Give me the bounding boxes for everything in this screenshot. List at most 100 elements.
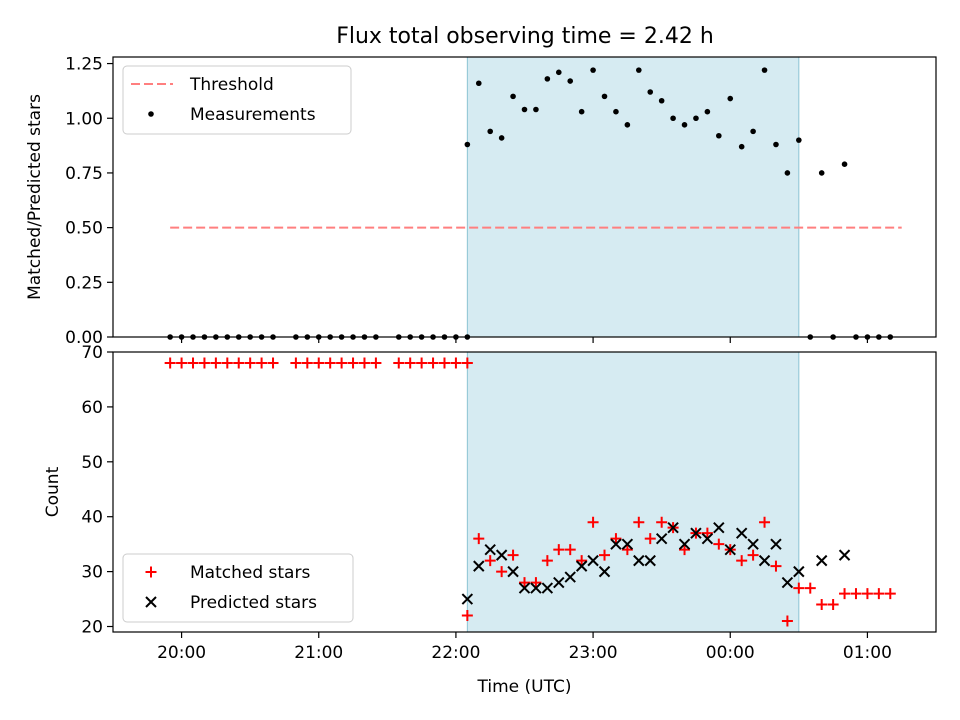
predicted-star-point: [735, 527, 748, 539]
matched-star-point: [747, 549, 759, 561]
measurement-point: [784, 170, 791, 176]
matched-star-point: [210, 357, 222, 369]
matched-star-point: [393, 357, 405, 369]
measurement-point: [796, 137, 802, 143]
x-tick-label: 20:00: [157, 643, 206, 663]
matched-star-point: [324, 357, 336, 369]
y-tick-label: 70: [81, 343, 103, 363]
y-tick-label: 20: [81, 618, 103, 638]
predicted-star-point: [518, 582, 531, 594]
predicted-star-point: [690, 527, 702, 539]
x-tick-label: 23:00: [569, 643, 618, 663]
predicted-star-point: [621, 538, 634, 550]
measurement-point: [578, 108, 585, 115]
y-axis-label: Count: [43, 466, 63, 517]
matched-star-point: [164, 357, 176, 369]
predicted-star-point: [758, 554, 771, 567]
matched-star-point: [701, 527, 713, 539]
measurement-point: [647, 89, 654, 95]
measurement-point: [704, 108, 711, 115]
y-tick-label: 1.00: [65, 109, 103, 129]
measurement-point: [750, 128, 756, 135]
legend-box: [122, 65, 352, 135]
x-tick-label: 00:00: [706, 643, 755, 663]
matched-star-point: [427, 357, 439, 369]
observing-span: [466, 351, 800, 633]
predicted-star-point: [655, 532, 668, 545]
measurement-point: [498, 135, 505, 141]
predicted-star-point: [461, 593, 474, 605]
matched-star-point: [336, 357, 348, 369]
x-tick-label: 22:00: [431, 643, 480, 663]
y-tick-label: 0.00: [65, 328, 103, 348]
predicted-star-point: [484, 543, 496, 556]
legend-label: Threshold: [189, 75, 274, 95]
predicted-star-point: [781, 576, 794, 589]
matched-star-point: [827, 599, 839, 611]
measurement-point: [613, 108, 619, 115]
legend-box: [122, 553, 354, 623]
matched-star-point: [553, 544, 565, 556]
predicted-star-point: [838, 549, 851, 561]
y-tick-label: 50: [81, 453, 103, 473]
matched-star-point: [176, 357, 188, 369]
matched-star-point: [461, 610, 473, 622]
matched-star-point: [621, 544, 633, 556]
matched-star-point: [610, 533, 622, 545]
matched-star-point: [861, 588, 873, 600]
measurement-point: [761, 67, 768, 73]
measurement-point: [670, 115, 676, 122]
predicted-star-point: [815, 554, 828, 567]
matched-star-point: [267, 357, 279, 369]
axes-frame: [112, 351, 937, 633]
matched-star-point: [301, 357, 313, 369]
predicted-star-point: [678, 538, 691, 550]
matched-star-point: [198, 357, 210, 369]
matched-star-point: [290, 357, 302, 369]
axes-frame: [112, 56, 937, 338]
matched-star-point: [804, 582, 816, 594]
predicted-star-point: [541, 582, 554, 594]
matched-star-point: [713, 538, 725, 550]
measurement-point: [533, 106, 539, 113]
measurement-point: [567, 78, 574, 84]
measurement-point: [624, 122, 631, 128]
measurement-point: [693, 115, 699, 122]
y-tick-label: 30: [81, 563, 103, 583]
matched-star-point: [507, 549, 519, 561]
measurement-point: [841, 161, 848, 167]
predicted-star-point: [770, 538, 782, 550]
matched-star-point: [450, 357, 462, 369]
matched-star-point: [633, 516, 645, 528]
matched-star-point: [496, 566, 508, 578]
legend-label: Measurements: [190, 105, 316, 125]
measurement-point: [475, 80, 482, 87]
matched-star-point: [530, 577, 542, 589]
matched-star-point: [759, 516, 771, 528]
matched-star-point: [644, 533, 656, 545]
predicted-star-point: [575, 560, 588, 572]
matched-star-point: [839, 588, 851, 600]
measurement-point: [510, 93, 516, 100]
measurement-point: [658, 97, 665, 104]
measurement-point: [521, 106, 528, 113]
chart-title: Flux total observing time = 2.42 h: [336, 24, 714, 49]
matched-star-point: [438, 357, 450, 369]
matched-star-point: [781, 615, 793, 627]
predicted-star-point: [633, 554, 645, 567]
predicted-star-point: [564, 571, 576, 583]
observing-span: [466, 56, 800, 338]
predicted-star-point: [530, 582, 542, 594]
measurement-point: [464, 141, 471, 148]
y-tick-label: 60: [81, 398, 103, 418]
predicted-star-point: [793, 565, 805, 578]
measurement-point: [727, 95, 734, 102]
matched-star-point: [244, 357, 256, 369]
y-axis-label: Matched/Predicted stars: [25, 94, 45, 300]
predicted-star-point: [495, 549, 508, 561]
matched-star-point: [358, 357, 370, 369]
matched-star-point: [873, 588, 885, 600]
legend-label: Matched stars: [190, 563, 310, 583]
matched-star-point: [370, 357, 382, 369]
